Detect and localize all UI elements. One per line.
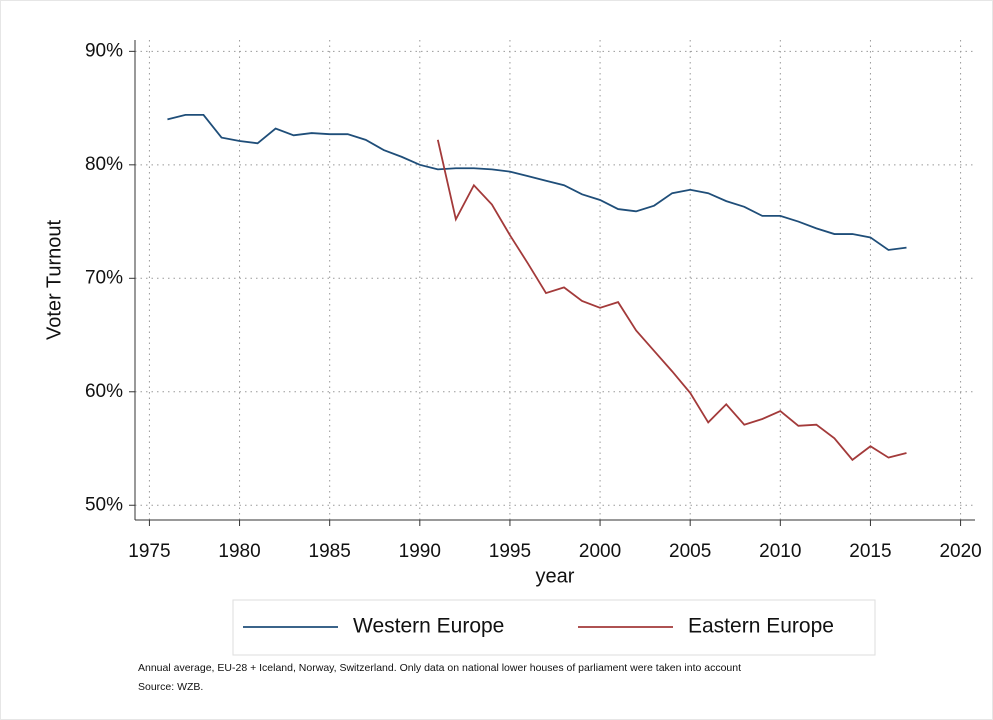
y-tick-label: 70% — [85, 267, 123, 288]
x-axis-label: year — [536, 565, 575, 587]
x-tick-label: 1980 — [218, 541, 260, 562]
x-tick-label: 2015 — [849, 541, 891, 562]
legend-label: Eastern Europe — [688, 615, 834, 638]
note: Annual average, EU-28 + Iceland, Norway,… — [138, 662, 741, 674]
source: Source: WZB. — [138, 681, 203, 693]
x-tick-label: 2000 — [579, 541, 621, 562]
y-tick-label: 60% — [85, 381, 123, 402]
x-tick-label: 2005 — [669, 541, 711, 562]
legend-label: Western Europe — [353, 615, 504, 638]
legend — [232, 599, 876, 656]
x-tick-label: 1995 — [489, 541, 531, 562]
line — [436, 139, 907, 462]
x-tick-label: 1975 — [128, 541, 170, 562]
y-tick-label: 90% — [85, 40, 123, 61]
x-tick-label: 2020 — [939, 541, 981, 562]
y-tick-label: 50% — [85, 494, 123, 515]
x-tick-label: 1990 — [399, 541, 441, 562]
line — [167, 113, 907, 251]
x-tick-label: 1985 — [309, 541, 351, 562]
y-axis-label: Voter Turnout — [43, 220, 65, 341]
y-tick-label: 80% — [85, 154, 123, 175]
x-tick-label: 2010 — [759, 541, 801, 562]
